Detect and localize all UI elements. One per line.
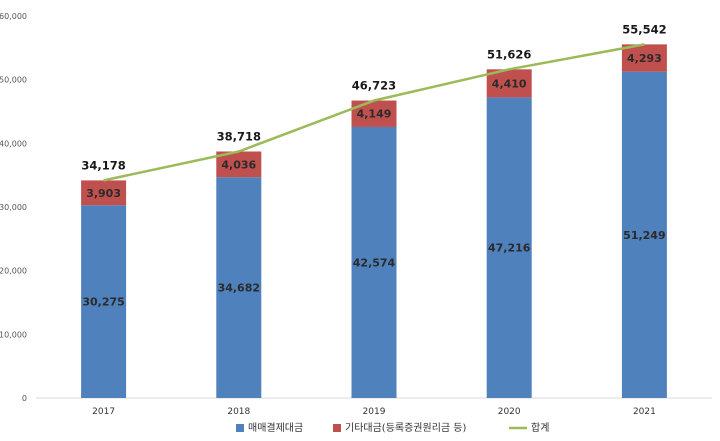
data-label-기타대금: 4,036 xyxy=(221,158,256,171)
data-label-합계: 34,178 xyxy=(81,158,125,172)
data-label-합계: 51,626 xyxy=(487,47,531,61)
y-tick-label: 60,000 xyxy=(0,12,27,21)
legend: 매매결제대금 기타대금(등록증권원리금 등) 합계 xyxy=(236,422,549,434)
y-axis: 0 10,000 20,000 30,000 40,000 50,000 60,000 xyxy=(0,12,27,403)
bar-기타대금 xyxy=(81,180,127,206)
data-label-합계: 55,542 xyxy=(622,22,666,36)
legend-label-매매결제대금: 매매결제대금 xyxy=(248,422,303,434)
data-label-합계: 46,723 xyxy=(352,79,396,93)
bar-매매결제대금 xyxy=(486,97,532,398)
bars xyxy=(81,44,667,399)
bar-매매결제대금 xyxy=(621,71,667,399)
data-label-매매결제대금: 34,682 xyxy=(218,282,260,295)
x-tick-label: 2017 xyxy=(92,407,115,417)
x-axis: 2017 2018 2019 2020 2021 xyxy=(36,397,712,417)
bar-매매결제대금 xyxy=(81,205,127,398)
total-line xyxy=(103,43,645,182)
data-label-기타대금: 4,149 xyxy=(357,108,392,121)
y-tick-label: 40,000 xyxy=(0,139,27,148)
legend-swatch-매매결제대금 xyxy=(236,424,244,432)
bar-매매결제대금 xyxy=(216,177,262,398)
data-label-합계: 38,718 xyxy=(217,129,261,143)
data-label-매매결제대금: 42,574 xyxy=(353,256,396,269)
y-tick-label: 0 xyxy=(22,394,27,403)
series-line-합계 xyxy=(103,43,645,182)
legend-label-기타대금: 기타대금(등록증권원리금 등) xyxy=(345,422,466,434)
data-label-기타대금: 3,903 xyxy=(86,187,121,200)
x-tick-label: 2020 xyxy=(498,407,521,417)
x-tick-label: 2018 xyxy=(227,407,250,417)
data-label-매매결제대금: 47,216 xyxy=(488,242,531,255)
y-tick-label: 10,000 xyxy=(0,330,27,339)
y-tick-label: 30,000 xyxy=(0,203,27,212)
y-tick-label: 50,000 xyxy=(0,76,27,85)
data-label-기타대금: 4,410 xyxy=(492,77,527,90)
data-label-기타대금: 4,293 xyxy=(627,52,662,65)
y-tick-label: 20,000 xyxy=(0,267,27,276)
x-tick-label: 2019 xyxy=(363,407,386,417)
bar-매매결제대금 xyxy=(351,126,397,399)
data-label-매매결제대금: 30,275 xyxy=(82,296,124,309)
bar-기타대금 xyxy=(621,44,667,72)
legend-swatch-기타대금 xyxy=(333,424,341,432)
data-labels: 30,275 3,903 34,178 34,682 4,036 38,718 42,574… xyxy=(81,22,666,308)
data-label-매매결제대금: 51,249 xyxy=(623,229,665,242)
legend-label-합계: 합계 xyxy=(531,422,549,434)
x-tick-label: 2021 xyxy=(633,407,656,417)
